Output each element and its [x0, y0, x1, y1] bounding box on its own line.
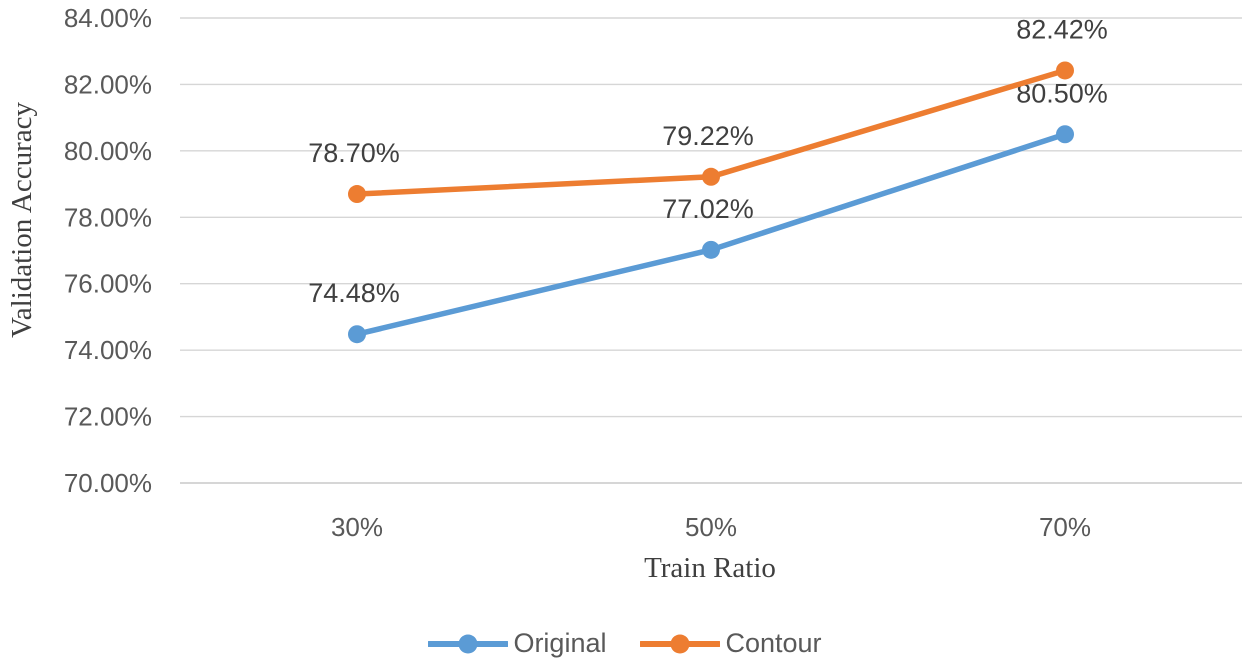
data-label-original: 74.48%	[308, 278, 400, 308]
y-tick-label: 70.00%	[64, 468, 152, 498]
x-axis-title: Train Ratio	[644, 552, 776, 584]
y-tick-label: 80.00%	[64, 136, 152, 166]
data-label-contour: 82.42%	[1016, 14, 1108, 44]
data-point-original	[1056, 125, 1074, 144]
data-point-contour	[702, 167, 720, 186]
data-point-contour	[348, 185, 366, 204]
legend-marker-contour-icon	[640, 634, 721, 653]
legend-marker-original-icon	[428, 634, 509, 653]
data-label-contour: 79.22%	[662, 121, 754, 151]
data-label-original: 77.02%	[662, 194, 754, 224]
legend-item-contour: Contour	[640, 628, 822, 659]
legend-dot-original	[458, 634, 478, 653]
series-line-original	[354, 131, 1068, 337]
y-tick-label: 84.00%	[64, 3, 152, 33]
y-tick-label: 72.00%	[64, 402, 152, 432]
legend-label-original: Original	[513, 628, 607, 658]
data-point-contour	[1056, 61, 1074, 80]
x-tick-label: 50%	[685, 512, 737, 542]
y-tick-label: 82.00%	[64, 69, 152, 99]
legend-label-contour: Contour	[725, 628, 822, 658]
y-tick-label: 74.00%	[64, 335, 152, 365]
y-tick-label: 78.00%	[64, 202, 152, 232]
y-tick-label: 76.00%	[64, 269, 152, 299]
y-axis-title: Validation Accuracy	[6, 102, 38, 338]
legend-dot-contour	[670, 634, 690, 653]
legend: Original Contour	[0, 628, 1250, 659]
data-label-contour: 78.70%	[308, 138, 400, 168]
legend-item-original: Original	[428, 628, 606, 659]
data-point-original	[348, 325, 366, 344]
x-tick-label: 30%	[331, 512, 383, 542]
data-point-original	[702, 240, 720, 259]
x-tick-label: 70%	[1039, 512, 1091, 542]
